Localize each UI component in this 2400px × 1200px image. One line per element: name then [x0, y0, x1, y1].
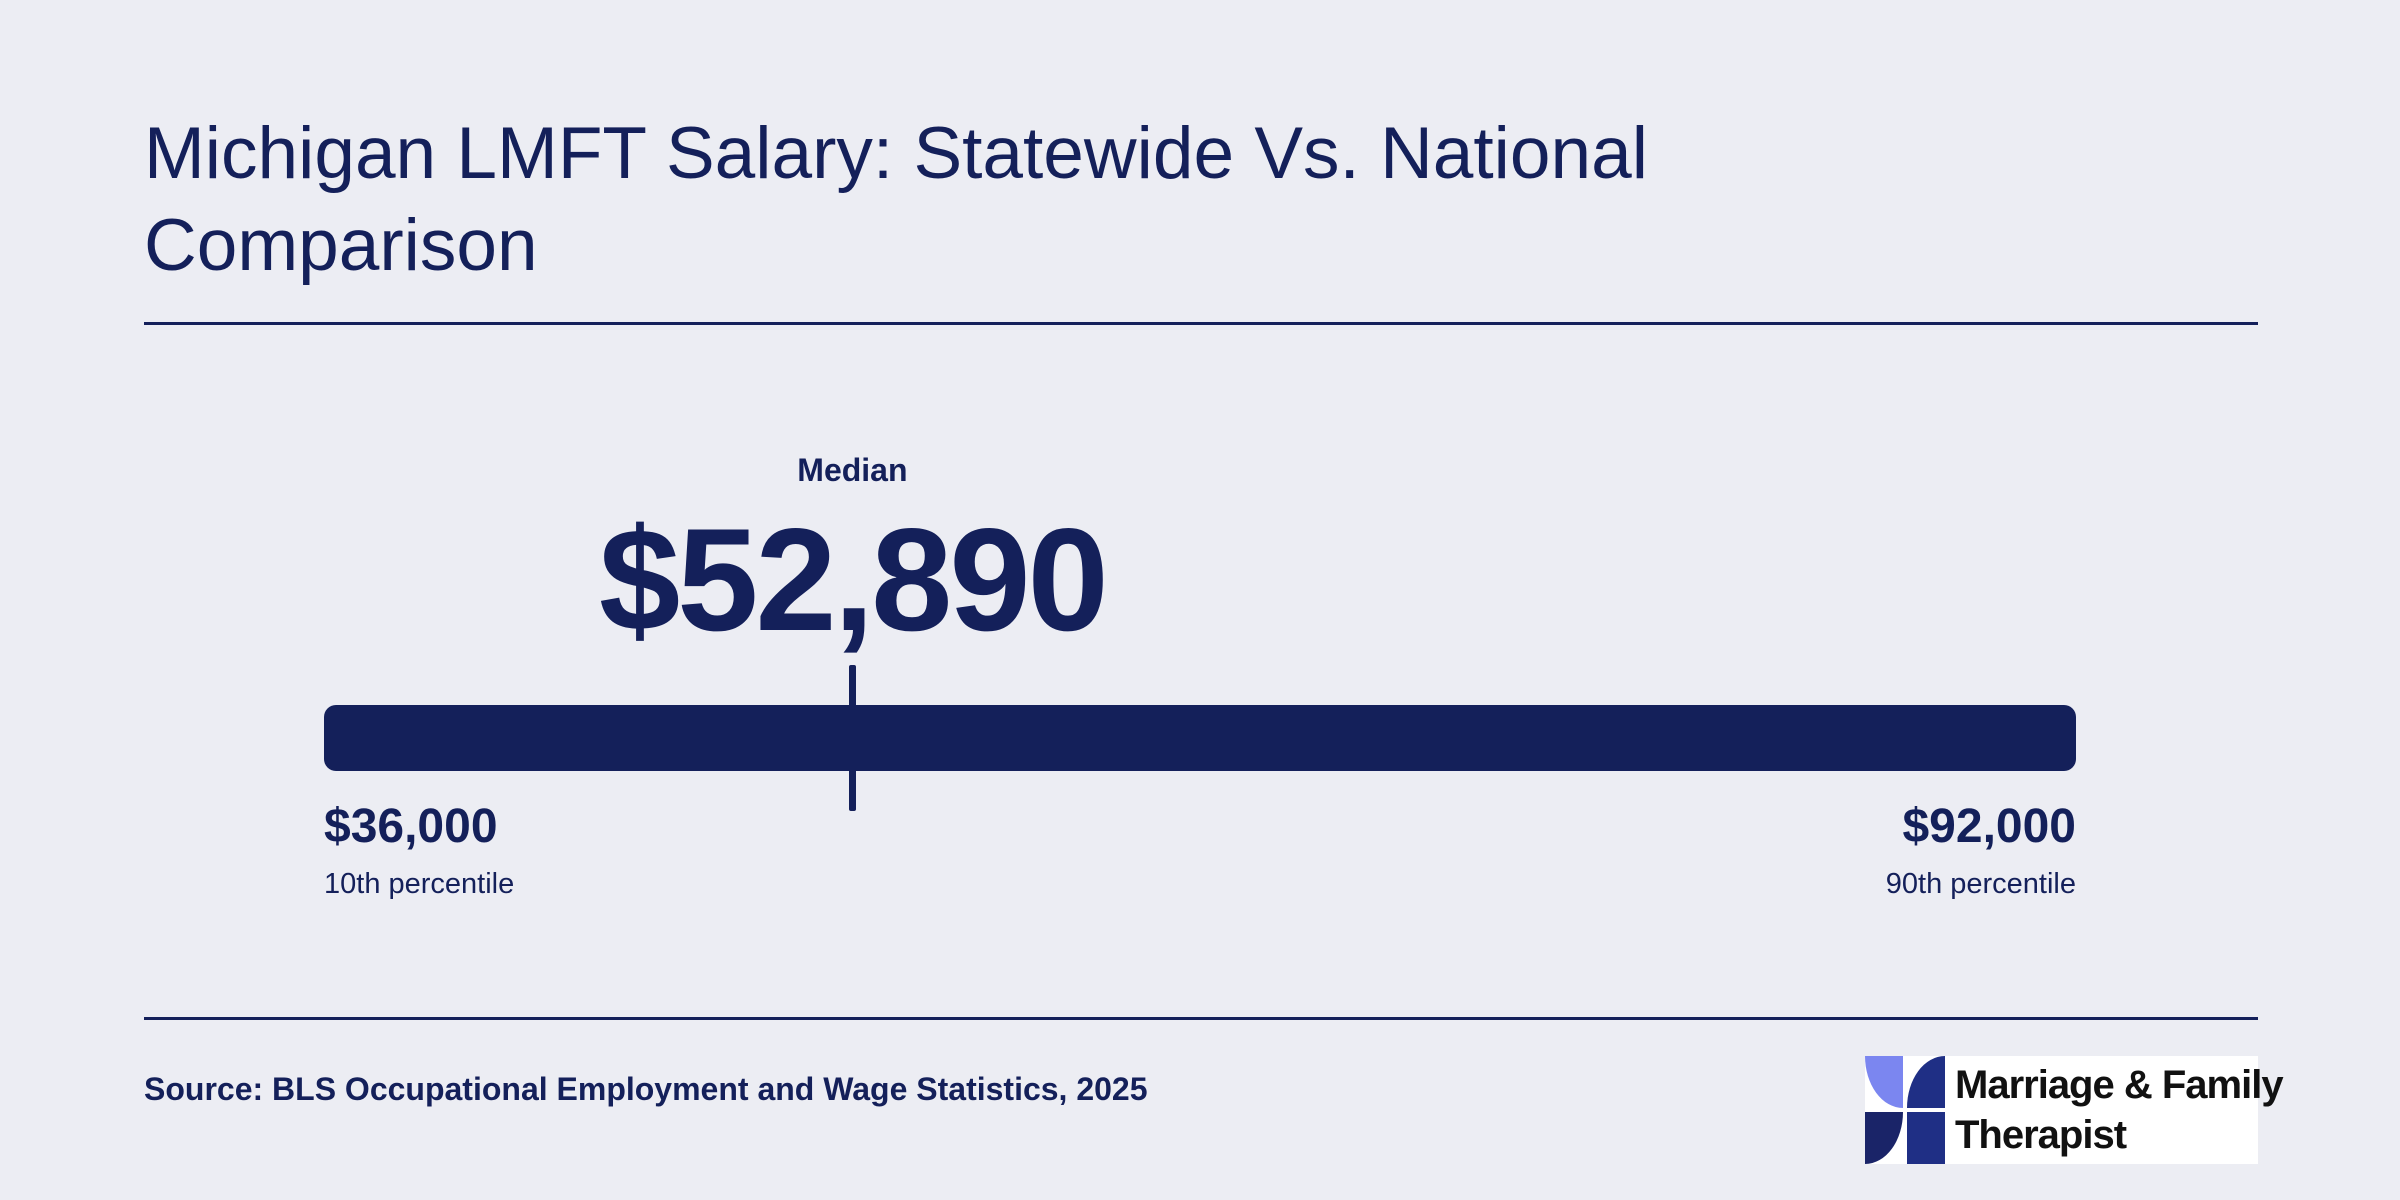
high-label: 90th percentile	[1885, 868, 2076, 900]
top-divider	[144, 322, 2258, 325]
pinwheel-logo-icon	[1865, 1056, 1945, 1164]
low-label: 10th percentile	[324, 868, 515, 900]
chart-title: Michigan LMFT Salary: Statewide Vs. Nati…	[144, 113, 1648, 286]
logo-line-1: Marriage & Family	[1955, 1063, 2284, 1107]
logo-wordmark: Marriage & Family Therapist	[1955, 1060, 2284, 1160]
low-value: $36,000	[324, 800, 498, 853]
brand-logo: Marriage & Family Therapist	[1865, 1056, 2284, 1164]
high-value: $92,000	[1902, 800, 2076, 853]
median-label: Median	[797, 452, 908, 488]
bottom-divider	[144, 1017, 2258, 1020]
median-tick	[849, 665, 857, 811]
median-value: $52,890	[599, 498, 1109, 661]
logo-line-2: Therapist	[1955, 1113, 2127, 1157]
source-note: Source: BLS Occupational Employment and …	[144, 1071, 1148, 1107]
salary-range-bar	[324, 705, 2076, 771]
